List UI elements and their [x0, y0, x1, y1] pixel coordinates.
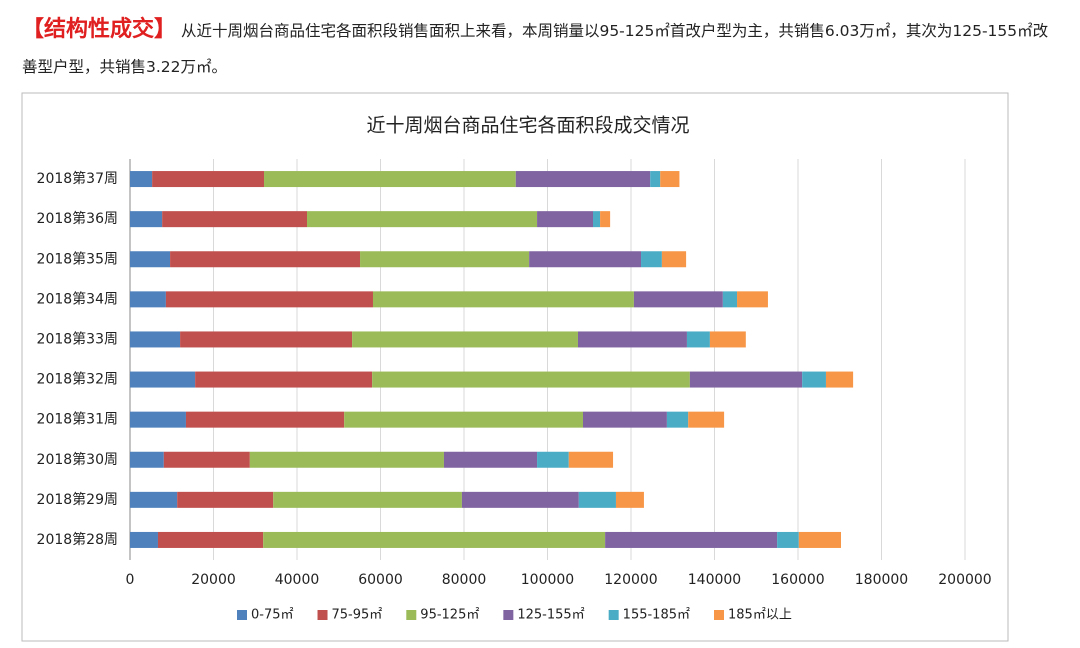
bar-segment: [170, 251, 361, 268]
bar-segment: [185, 411, 345, 428]
bar-segment: [162, 211, 308, 228]
bar-segment: [650, 171, 661, 188]
header: 【结构性成交】 从近十周烟台商品住宅各面积段销售面积上来看，本周销量以95-12…: [22, 12, 1062, 85]
x-tick-label: 20000: [191, 572, 236, 588]
bar-segment: [689, 371, 803, 388]
bar-segment: [360, 251, 530, 268]
legend-label: 0-75㎡: [251, 608, 294, 623]
legend-label: 185㎡以上: [728, 608, 792, 623]
bar-segment: [130, 411, 186, 428]
bar-segment: [593, 211, 601, 228]
bar-segment: [737, 291, 768, 308]
bar-segment: [722, 291, 738, 308]
bar-segment: [537, 211, 594, 228]
y-tick-label: 2018第33周: [37, 330, 118, 347]
bar-segment: [163, 451, 250, 468]
bar-segment: [577, 331, 687, 348]
header-text: 从近十周烟台商品住宅各面积段销售面积上来看，本周销量以95-125㎡首改户型为主…: [22, 22, 1049, 76]
y-tick-label: 2018第34周: [37, 290, 118, 307]
bar-segment: [177, 491, 274, 508]
bar-segment: [130, 211, 163, 228]
bar-segment: [443, 451, 538, 468]
bar-segment: [152, 171, 265, 188]
bar-segment: [666, 411, 689, 428]
x-tick-label: 120000: [604, 572, 657, 588]
bar-segment: [641, 251, 662, 268]
bar-segment: [130, 371, 196, 388]
legend-label: 95-125㎡: [420, 608, 479, 623]
bar-segment: [798, 531, 842, 548]
bar-segment: [130, 251, 171, 268]
x-tick-label: 80000: [442, 572, 487, 588]
legend-swatch: [406, 610, 417, 620]
x-tick-label: 0: [126, 572, 135, 588]
bar-segment: [130, 171, 153, 188]
bar-segment: [568, 451, 614, 468]
y-tick-label: 2018第35周: [37, 250, 118, 267]
bar-segment: [605, 531, 778, 548]
legend-swatch: [503, 610, 514, 620]
bar-segment: [372, 371, 690, 388]
chart-title: 近十周烟台商品住宅各面积段成交情况: [366, 115, 689, 137]
bar-segment: [688, 411, 725, 428]
bar-segment: [352, 331, 578, 348]
bar-segment: [582, 411, 667, 428]
bar-segment: [263, 531, 606, 548]
bar-segment: [180, 331, 353, 348]
bar-segment: [802, 371, 826, 388]
x-tick-label: 180000: [855, 572, 908, 588]
bar-segment: [600, 211, 611, 228]
bar-segment: [130, 451, 164, 468]
y-tick-label: 2018第29周: [37, 491, 118, 508]
bar-segment: [165, 291, 373, 308]
legend-label: 155-185㎡: [623, 608, 690, 623]
bar-segment: [686, 331, 710, 348]
bar-segment: [537, 451, 569, 468]
y-tick-label: 2018第36周: [37, 210, 118, 227]
legend-swatch: [237, 610, 247, 620]
legend-label: 75-95㎡: [332, 608, 383, 623]
y-tick-label: 2018第32周: [37, 371, 118, 388]
bar-segment: [130, 531, 158, 548]
bar-segment: [633, 291, 723, 308]
y-tick-label: 2018第37周: [37, 170, 118, 187]
bar-segment: [461, 491, 579, 508]
bar-segment: [344, 411, 583, 428]
bar-segment: [130, 491, 178, 508]
bar-segment: [372, 291, 634, 308]
bar-segment: [157, 531, 264, 548]
bar-segment: [825, 371, 854, 388]
x-tick-label: 60000: [358, 572, 403, 588]
x-tick-label: 200000: [938, 572, 991, 588]
legend-label: 125-155㎡: [517, 608, 584, 623]
legend-swatch: [608, 610, 619, 620]
legend-swatch: [714, 610, 724, 620]
bar-segment: [709, 331, 746, 348]
bar-segment: [515, 171, 651, 188]
x-tick-label: 140000: [688, 572, 741, 588]
bar-segment: [130, 291, 166, 308]
bar-segment: [777, 531, 799, 548]
bar-segment: [660, 171, 680, 188]
bar-segment: [273, 491, 462, 508]
header-tag: 【结构性成交】: [22, 17, 177, 42]
bar-segment: [195, 371, 373, 388]
x-tick-label: 40000: [275, 572, 320, 588]
bar-segment: [529, 251, 642, 268]
y-tick-label: 2018第30周: [37, 451, 118, 468]
legend-swatch: [317, 610, 328, 620]
bar-segment: [249, 451, 444, 468]
bar-segment: [264, 171, 516, 188]
bar-segment: [661, 251, 687, 268]
bar-segment: [615, 491, 644, 508]
bar-segment: [130, 331, 181, 348]
bar-segment: [307, 211, 538, 228]
bar-segment: [578, 491, 616, 508]
x-tick-label: 100000: [521, 572, 574, 588]
x-tick-label: 160000: [771, 572, 824, 588]
y-tick-label: 2018第28周: [37, 531, 118, 548]
y-tick-label: 2018第31周: [37, 411, 118, 428]
